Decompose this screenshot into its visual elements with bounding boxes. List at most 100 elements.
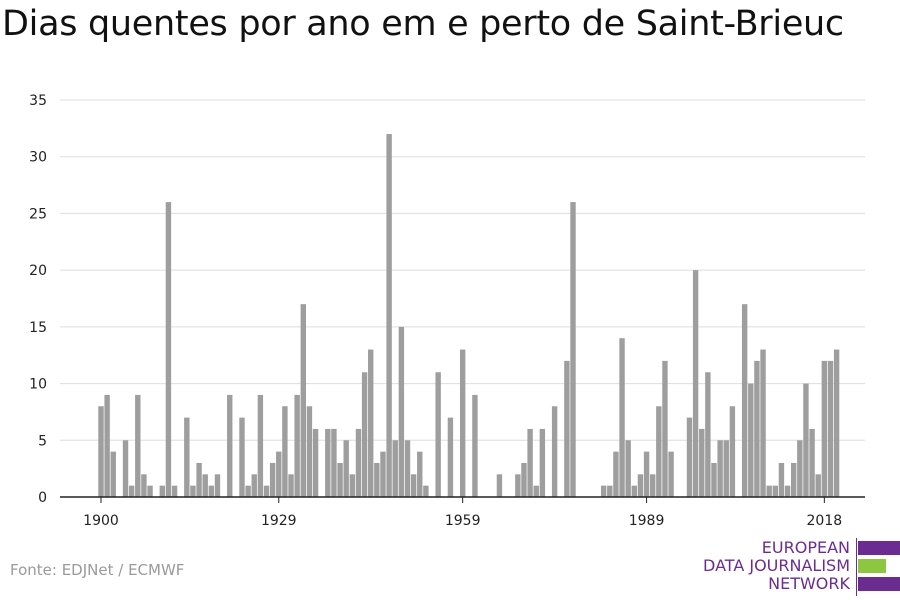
y-tick-label: 10: [29, 377, 47, 393]
bar-1950: [404, 440, 411, 497]
bar-1939: [337, 462, 343, 497]
bar-1968: [515, 474, 521, 497]
bar-1971: [533, 485, 539, 497]
x-axis: 1900 1929 1959 1989 2018: [60, 496, 865, 529]
bar-1933: [300, 304, 306, 497]
bar-1919: [214, 474, 221, 497]
logo-text-line1: EUROPEAN: [761, 538, 850, 557]
bar-1946: [380, 451, 386, 497]
x-tick-label: 1900: [83, 513, 119, 529]
bar-1985: [619, 338, 625, 497]
bar-1911: [165, 202, 172, 497]
bar-1976: [564, 360, 570, 497]
bar-2005: [741, 304, 748, 497]
bar-1996: [686, 417, 693, 497]
source-note: Fonte: EDJNet / ECMWF: [10, 561, 185, 579]
bar-1932: [294, 394, 300, 497]
bar-2003: [729, 406, 736, 497]
bar-1977: [570, 202, 576, 497]
bar-1957: [447, 417, 454, 497]
y-tick-label: 30: [29, 150, 47, 166]
bar-2016: [809, 428, 815, 497]
bar-2014: [797, 440, 803, 497]
bar-1912: [171, 485, 178, 497]
bar-2008: [760, 349, 766, 497]
bar-1935: [312, 428, 319, 497]
bar-1947: [386, 134, 392, 497]
bar-1965: [496, 474, 503, 497]
bar-2000: [711, 462, 717, 497]
bar-2002: [723, 440, 729, 497]
y-tick-label: 20: [29, 263, 47, 279]
bar-1900: [98, 406, 104, 497]
bar-1974: [551, 406, 558, 497]
bar-1984: [613, 451, 619, 497]
bar-1945: [374, 462, 380, 497]
bar-1905: [128, 485, 135, 497]
edjnet-logo[interactable]: EUROPEAN DATA JOURNALISM NETWORK: [700, 538, 900, 598]
bar-1934: [306, 406, 313, 497]
bar-2011: [778, 462, 785, 497]
bar-1943: [361, 372, 368, 497]
bar-1930: [282, 406, 288, 497]
bar-1944: [368, 349, 374, 497]
bar-1999: [705, 372, 711, 497]
bar-2019: [827, 360, 834, 497]
bar-1959: [459, 349, 466, 497]
bar-1951: [410, 474, 417, 497]
bar-1988: [637, 474, 644, 497]
bar-2001: [717, 440, 723, 497]
bar-1982: [600, 485, 607, 497]
bar-1924: [245, 485, 251, 497]
bar-1991: [656, 406, 662, 497]
bar-1923: [239, 417, 245, 497]
x-tick-label: 2018: [807, 513, 843, 529]
bar-1998: [699, 428, 705, 497]
bar-1925: [251, 474, 257, 497]
x-tick-label: 1959: [445, 513, 481, 529]
y-tick-label: 0: [38, 490, 47, 506]
bar-1910: [159, 485, 165, 497]
bar-1997: [692, 270, 699, 497]
bar-1989: [643, 451, 650, 497]
logo-bar-green: [858, 559, 886, 573]
bar-1970: [527, 428, 533, 497]
bar-1955: [435, 372, 441, 497]
bar-1937: [325, 428, 331, 497]
logo-divider: [856, 538, 857, 596]
bar-1961: [472, 394, 478, 497]
x-tick-label: 1929: [261, 513, 297, 529]
bar-1972: [539, 428, 546, 497]
bar-2010: [772, 485, 778, 497]
bar-1987: [631, 485, 638, 497]
bar-1901: [104, 394, 110, 497]
bar-2012: [784, 485, 791, 497]
bar-1907: [141, 474, 147, 497]
bar-2018: [821, 360, 828, 497]
bar-1917: [202, 474, 208, 497]
bar-1993: [668, 451, 674, 497]
bar-1915: [190, 485, 196, 497]
bar-1929: [276, 451, 282, 497]
bar-1906: [135, 394, 141, 497]
y-tick-label: 35: [29, 93, 47, 109]
bar-2015: [803, 383, 809, 497]
bar-1902: [110, 451, 116, 497]
bar-1940: [343, 440, 349, 497]
bar-1983: [607, 485, 613, 497]
bar-1916: [196, 462, 202, 497]
bar-1942: [355, 428, 362, 497]
bar-1949: [398, 326, 405, 497]
logo-bar-purple-bottom: [858, 577, 900, 591]
bar-2013: [790, 462, 797, 497]
bar-1969: [521, 462, 527, 497]
bar-1928: [269, 462, 276, 497]
bar-1927: [263, 485, 270, 497]
bar-1926: [257, 394, 264, 497]
x-tick-label: 1989: [629, 513, 665, 529]
bar-1914: [184, 417, 190, 497]
bar-2009: [766, 485, 772, 497]
bar-1921: [227, 394, 233, 497]
bar-1986: [625, 440, 631, 497]
